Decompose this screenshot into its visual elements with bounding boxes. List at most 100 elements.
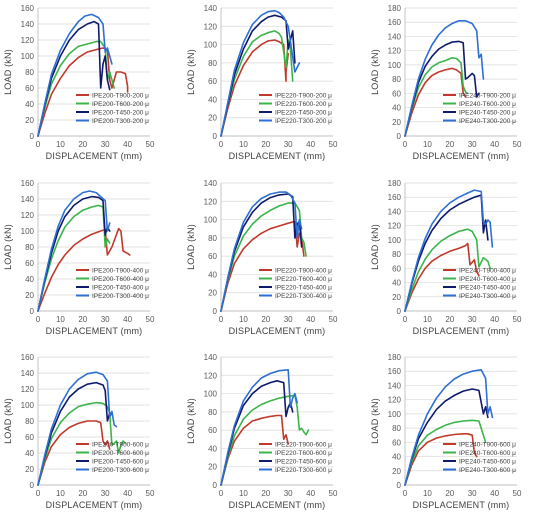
y-tick-label: 60 [208, 77, 217, 86]
y-tick-label: 60 [25, 259, 34, 268]
x-tick-label: 10 [56, 315, 65, 324]
series-line [37, 190, 111, 312]
x-tick-label: 30 [101, 140, 110, 149]
y-tick-label: 60 [25, 433, 34, 442]
series-line [220, 368, 298, 486]
y-tick-label: 80 [25, 243, 34, 252]
series-line [220, 202, 307, 312]
series-line [37, 47, 129, 137]
legend-label: IPE200-T900-200 μ [92, 92, 149, 99]
x-tick-label: 30 [284, 140, 293, 149]
y-tick-label: 0 [30, 481, 35, 490]
x-tick-label: 20 [445, 315, 454, 324]
y-tick-label: 100 [21, 52, 35, 61]
legend-label: IPE240-T450-600 μ [459, 458, 516, 465]
y-tick-label: 140 [388, 32, 402, 41]
legend-label: IPE200-T300-200 μ [92, 118, 149, 125]
x-tick-label: 50 [329, 140, 338, 149]
y-tick-label: 160 [21, 179, 35, 188]
y-tick-label: 180 [388, 179, 402, 188]
y-tick-label: 100 [388, 410, 402, 419]
series-line [404, 388, 489, 486]
series-line [220, 414, 289, 486]
x-tick-label: 0 [36, 140, 41, 149]
x-tick-label: 0 [219, 489, 224, 498]
y-axis-title: LOAD (kN) [3, 49, 13, 95]
series-line [37, 371, 118, 486]
x-tick-label: 0 [219, 315, 224, 324]
y-tick-label: 180 [388, 353, 402, 362]
chart-panel: 0 20 40 60 80 100 120 140 160 180 0 10 20 30 40 50DISPL… [370, 4, 522, 161]
series-line [404, 433, 478, 486]
y-tick-label: 120 [388, 222, 402, 231]
series-line [404, 368, 494, 486]
x-tick-label: 10 [239, 315, 248, 324]
y-tick-label: 120 [388, 47, 402, 56]
x-axis-title: DISPLACEMENT (mm) [229, 151, 326, 161]
legend-label: IPE220-T600-400 μ [275, 276, 332, 283]
x-tick-label: 20 [261, 489, 270, 498]
x-tick-label: 20 [78, 140, 87, 149]
y-tick-label: 140 [388, 381, 402, 390]
x-tick-label: 20 [78, 489, 87, 498]
x-tick-label: 30 [101, 315, 110, 324]
x-tick-label: 30 [468, 315, 477, 324]
x-tick-label: 20 [445, 489, 454, 498]
y-tick-label: 180 [388, 4, 402, 13]
y-tick-label: 20 [392, 467, 401, 476]
x-tick-label: 50 [513, 140, 522, 149]
y-tick-label: 120 [21, 385, 35, 394]
x-tick-label: 50 [146, 489, 155, 498]
series-line [404, 56, 469, 137]
y-tick-label: 120 [388, 396, 402, 405]
legend-label: IPE240-T300-400 μ [459, 293, 516, 300]
series-line [37, 381, 113, 486]
series-line [37, 13, 113, 137]
y-tick-label: 60 [208, 426, 217, 435]
y-tick-label: 120 [21, 36, 35, 45]
y-tick-label: 0 [397, 132, 402, 141]
x-axis-title: DISPLACEMENT (mm) [413, 151, 510, 161]
series-line [404, 194, 489, 312]
x-tick-label: 30 [284, 315, 293, 324]
chart-panel: 0 20 40 60 80 100 120 140 160 180 0 10 20 30 40 50DISPL… [370, 179, 522, 336]
x-tick-label: 40 [123, 140, 132, 149]
legend-label: IPE240-T300-600 μ [459, 467, 516, 474]
y-tick-label: 140 [204, 353, 218, 362]
y-tick-label: 0 [213, 132, 218, 141]
y-tick-label: 80 [208, 408, 217, 417]
series-line [404, 228, 491, 312]
x-tick-label: 0 [403, 315, 408, 324]
chart-panel: 0 20 40 60 80 100 120 140 160 0 10 20 30 40 50DISPLACE… [3, 179, 155, 336]
legend-label: IPE200-T450-400 μ [92, 284, 149, 291]
x-axis-title: DISPLACEMENT (mm) [46, 326, 143, 336]
series-line [404, 19, 485, 137]
y-axis-title: LOAD (kN) [370, 398, 380, 444]
y-tick-label: 60 [392, 89, 401, 98]
y-tick-label: 40 [208, 444, 217, 453]
y-tick-label: 160 [21, 4, 35, 13]
x-tick-label: 40 [306, 489, 315, 498]
series-line [404, 40, 480, 137]
legend-label: IPE240-T900-400 μ [459, 267, 516, 274]
legend-label: IPE240-T600-200 μ [459, 101, 516, 108]
y-tick-label: 100 [21, 401, 35, 410]
legend-label: IPE240-T450-400 μ [459, 284, 516, 291]
y-tick-label: 0 [397, 481, 402, 490]
y-tick-label: 100 [204, 216, 218, 225]
legend-label: IPE240-T600-600 μ [459, 450, 516, 457]
y-tick-label: 100 [204, 41, 218, 50]
x-tick-label: 50 [513, 315, 522, 324]
x-axis-title: DISPLACEMENT (mm) [413, 500, 510, 510]
y-tick-label: 160 [388, 193, 402, 202]
y-tick-label: 160 [21, 353, 35, 362]
x-tick-label: 40 [123, 315, 132, 324]
legend-label: IPE220-T600-600 μ [275, 450, 332, 457]
legend-label: IPE200-T900-400 μ [92, 267, 149, 274]
legend-label: IPE240-T300-200 μ [459, 118, 516, 125]
chart-panel: 0 20 40 60 80 100 120 140 0 10 20 30 40 50DISPLACEMEN… [186, 4, 338, 161]
x-tick-label: 50 [329, 489, 338, 498]
x-axis-title: DISPLACEMENT (mm) [229, 500, 326, 510]
legend-label: IPE220-T300-400 μ [275, 293, 332, 300]
y-tick-label: 140 [21, 369, 35, 378]
